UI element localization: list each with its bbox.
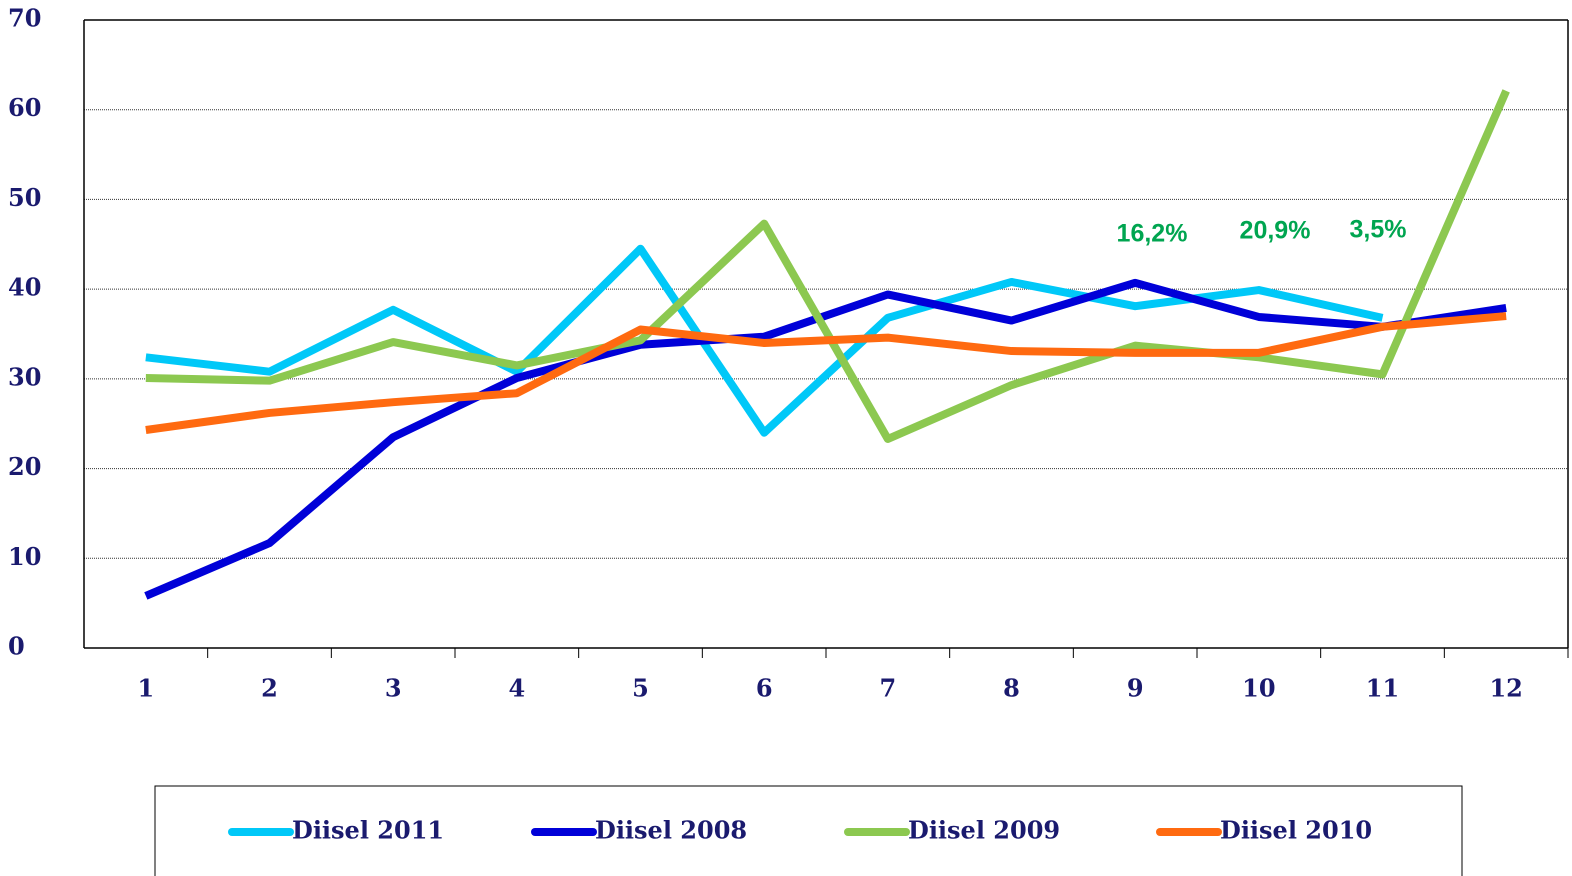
x-tick-label: 7 xyxy=(879,674,896,703)
legend-label: Diisel 2011 xyxy=(292,816,444,845)
x-tick-label: 12 xyxy=(1489,674,1522,703)
x-tick-label: 10 xyxy=(1242,674,1275,703)
series-line xyxy=(144,278,1507,600)
legend-label: Diisel 2008 xyxy=(595,816,747,845)
x-tick-label: 8 xyxy=(1003,674,1020,703)
y-tick-label: 20 xyxy=(8,452,41,481)
annotation: 3,5% xyxy=(1350,216,1407,244)
x-tick-label: 9 xyxy=(1127,674,1144,703)
x-tick-label: 11 xyxy=(1366,674,1399,703)
legend-box xyxy=(154,785,1463,876)
y-tick-label: 10 xyxy=(8,542,41,571)
annotation: 20,9% xyxy=(1240,217,1311,245)
series-line xyxy=(145,312,1507,434)
series-line xyxy=(145,89,1510,443)
y-tick-label: 40 xyxy=(8,273,41,302)
annotation: 16,2% xyxy=(1117,220,1188,248)
x-tick-label: 4 xyxy=(508,674,525,703)
x-tick-label: 5 xyxy=(632,674,649,703)
y-tick-label: 30 xyxy=(8,362,41,391)
x-tick-label: 6 xyxy=(756,674,773,703)
y-tick-label: 50 xyxy=(8,183,41,212)
y-tick-label: 60 xyxy=(8,93,41,122)
x-tick-label: 3 xyxy=(385,674,402,703)
x-tick-label: 1 xyxy=(137,674,154,703)
x-tick-label: 2 xyxy=(261,674,278,703)
legend-label: Diisel 2009 xyxy=(908,816,1060,845)
series-line xyxy=(145,244,1384,437)
legend-label: Diisel 2010 xyxy=(1220,816,1372,845)
y-tick-label: 70 xyxy=(8,4,41,33)
y-tick-label: 0 xyxy=(8,632,25,661)
